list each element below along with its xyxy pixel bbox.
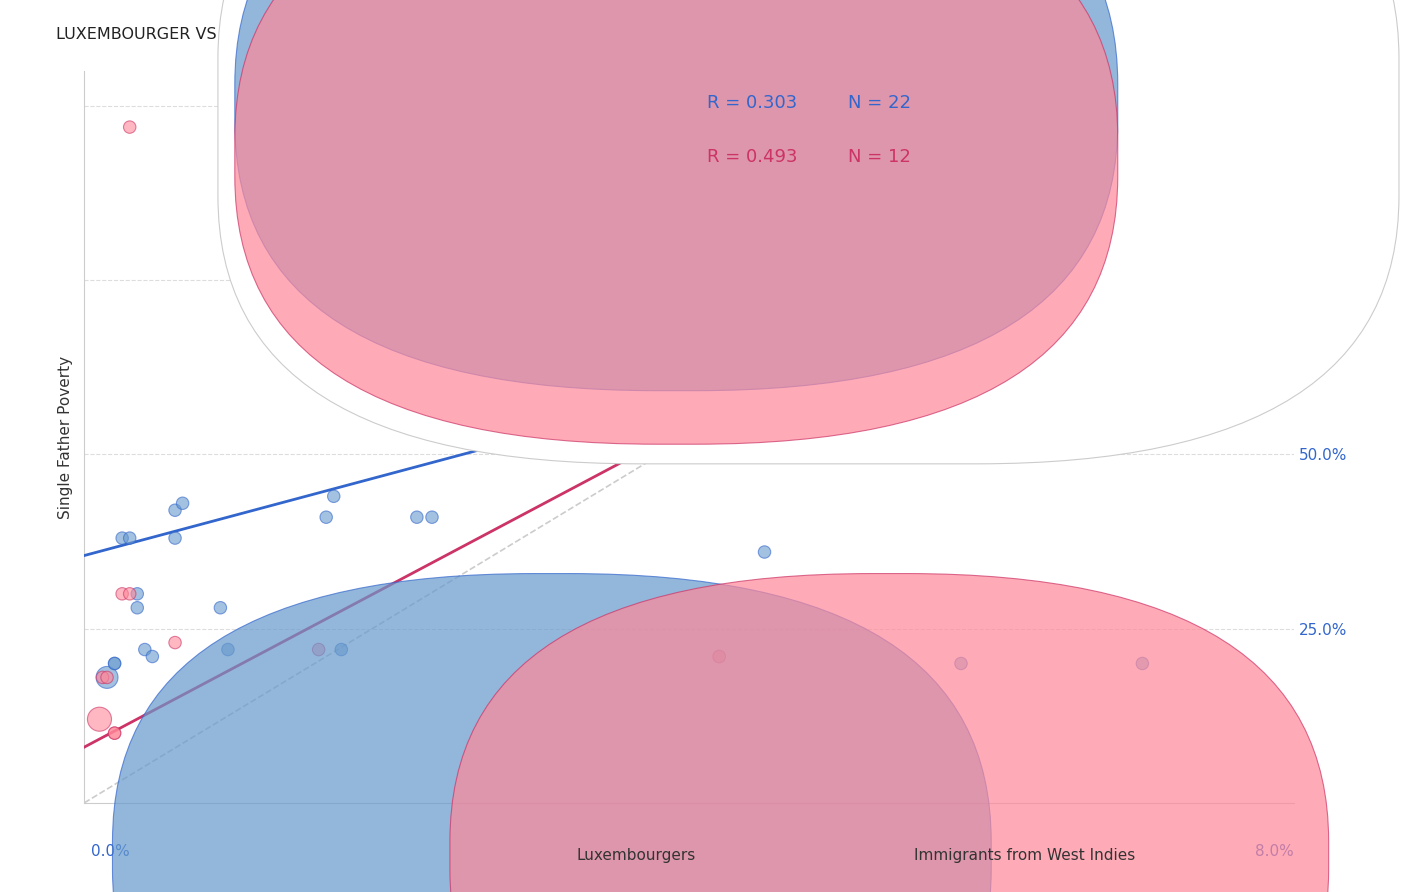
- Point: [104, 726, 127, 740]
- Point: [91, 670, 114, 684]
- Point: [134, 642, 156, 657]
- Point: [172, 496, 194, 510]
- Point: [165, 635, 187, 649]
- Point: [322, 489, 344, 503]
- Point: [127, 587, 149, 601]
- Text: Immigrants from West Indies: Immigrants from West Indies: [914, 848, 1135, 863]
- Text: Source: ZipAtlas.com: Source: ZipAtlas.com: [1216, 27, 1364, 41]
- Point: [118, 531, 141, 545]
- Text: R = 0.303: R = 0.303: [707, 95, 797, 112]
- Text: N = 22: N = 22: [848, 95, 911, 112]
- Point: [950, 657, 973, 671]
- Point: [1132, 657, 1154, 671]
- Point: [118, 120, 141, 134]
- Text: N = 12: N = 12: [848, 148, 911, 166]
- Point: [209, 600, 232, 615]
- Point: [709, 649, 731, 664]
- Point: [104, 726, 127, 740]
- Point: [127, 600, 149, 615]
- Text: 0.0%: 0.0%: [91, 845, 131, 859]
- Point: [111, 587, 134, 601]
- Point: [165, 531, 187, 545]
- Point: [165, 503, 187, 517]
- Point: [89, 712, 111, 726]
- Point: [104, 657, 127, 671]
- Point: [308, 642, 330, 657]
- Point: [754, 545, 776, 559]
- Point: [141, 649, 163, 664]
- Text: R = 0.493: R = 0.493: [707, 148, 797, 166]
- Point: [420, 510, 443, 524]
- Point: [118, 587, 141, 601]
- Point: [709, 649, 731, 664]
- Point: [96, 670, 118, 684]
- Point: [315, 510, 337, 524]
- Text: ZIPatlas: ZIPatlas: [538, 404, 839, 470]
- Text: Luxembourgers: Luxembourgers: [576, 848, 696, 863]
- Text: LUXEMBOURGER VS IMMIGRANTS FROM WEST INDIES SINGLE FATHER POVERTY CORRELATION CH: LUXEMBOURGER VS IMMIGRANTS FROM WEST IND…: [56, 27, 873, 42]
- Text: 8.0%: 8.0%: [1254, 845, 1294, 859]
- Point: [104, 657, 127, 671]
- Point: [217, 642, 239, 657]
- Point: [111, 531, 134, 545]
- Y-axis label: Single Father Poverty: Single Father Poverty: [58, 356, 73, 518]
- Point: [96, 670, 118, 684]
- Point: [406, 510, 429, 524]
- Point: [330, 642, 353, 657]
